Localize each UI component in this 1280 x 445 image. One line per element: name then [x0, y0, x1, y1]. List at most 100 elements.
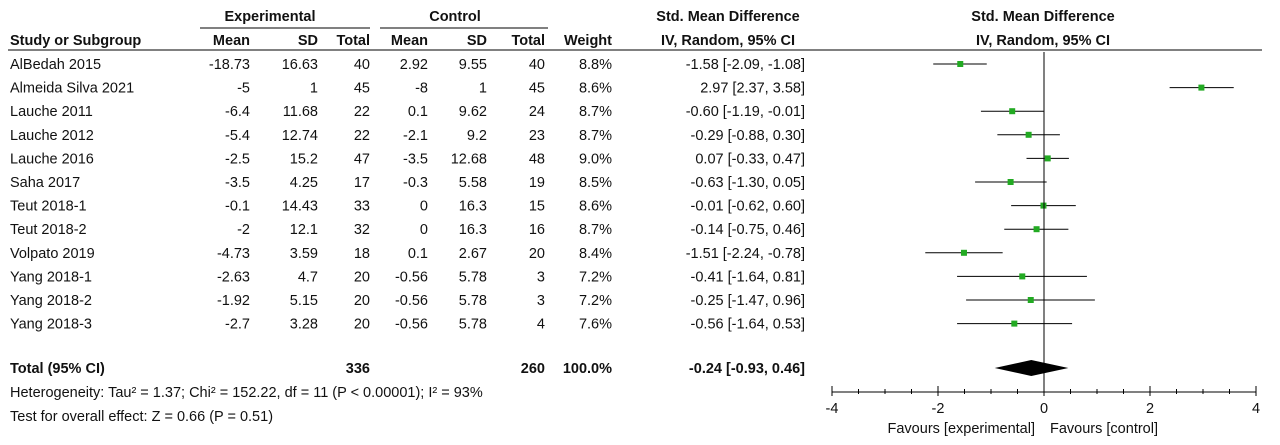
exp-mean: -2: [237, 222, 250, 238]
exp-total: 47: [354, 151, 370, 167]
favours-control: Favours [control]: [1050, 421, 1158, 437]
ctl-total: 4: [537, 317, 545, 333]
ctl-total-header: Total: [511, 33, 545, 49]
ctl-mean: -0.3: [403, 175, 428, 191]
exp-total: 20: [354, 293, 370, 309]
total-exp-total: 336: [346, 361, 370, 377]
study-name: Almeida Silva 2021: [10, 81, 134, 97]
weight-cell: 9.0%: [579, 151, 612, 167]
table-row: AlBedah 2015 -18.73 16.63 40 2.92 9.55 40 8.8% -…: [10, 57, 805, 73]
effect-marker: [957, 61, 964, 67]
x-tick-label: 2: [1146, 401, 1154, 417]
effect-marker: [1040, 202, 1047, 209]
effect-marker: [1044, 155, 1051, 162]
weight-cell: 7.6%: [579, 317, 612, 333]
study-name: Volpato 2019: [10, 246, 95, 262]
weight-cell: 8.7%: [579, 104, 612, 120]
exp-mean: -18.73: [209, 57, 250, 73]
study-name: Lauche 2011: [10, 104, 93, 120]
ctl-total: 48: [529, 151, 545, 167]
experimental-header: Experimental: [224, 9, 315, 25]
ctl-sd: 16.3: [459, 199, 487, 215]
ci-cell: 2.97 [2.37, 3.58]: [700, 81, 805, 97]
exp-sd-header: SD: [298, 33, 318, 49]
exp-sd: 12.74: [282, 128, 318, 144]
weight-cell: 8.7%: [579, 222, 612, 238]
ctl-mean: -3.5: [403, 151, 428, 167]
exp-total: 33: [354, 199, 370, 215]
ctl-total: 23: [529, 128, 545, 144]
ctl-sd: 1: [479, 81, 487, 97]
exp-total: 40: [354, 57, 370, 73]
table-row: Lauche 2016 -2.5 15.2 47 -3.5 12.68 48 9.0% 0.07…: [10, 151, 805, 167]
total-ci: -0.24 [-0.93, 0.46]: [689, 361, 805, 377]
effect-marker: [1027, 297, 1034, 303]
ci-cell: 0.07 [-0.33, 0.47]: [695, 151, 805, 167]
exp-mean: -1.92: [217, 293, 250, 309]
weight-cell: 7.2%: [579, 293, 612, 309]
ctl-sd: 12.68: [451, 151, 487, 167]
ctl-sd-header: SD: [467, 33, 487, 49]
table-row: Teut 2018-2 -2 12.1 32 0 16.3 16 8.7% -0.14 [-0.…: [10, 222, 805, 238]
exp-sd: 14.43: [282, 199, 318, 215]
ci-cell: -0.56 [-1.64, 0.53]: [691, 317, 805, 333]
table-row: Almeida Silva 2021 -5 1 45 -8 1 45 8.6% 2.97 [2.…: [10, 81, 805, 97]
study-name: Lauche 2012: [10, 128, 94, 144]
weight-cell: 8.8%: [579, 57, 612, 73]
study-name: Yang 2018-1: [10, 269, 92, 285]
study-name: Saha 2017: [10, 175, 80, 191]
heterogeneity-text: Heterogeneity: Tau² = 1.37; Chi² = 152.2…: [10, 385, 483, 401]
effect-marker: [1033, 226, 1040, 233]
x-tick-label: 4: [1252, 401, 1260, 417]
exp-mean: -2.7: [225, 317, 250, 333]
table-row: Saha 2017 -3.5 4.25 17 -0.3 5.58 19 8.5% -0.63 […: [10, 175, 805, 191]
exp-total: 17: [354, 175, 370, 191]
exp-total: 22: [354, 104, 370, 120]
effect-marker: [960, 249, 967, 256]
ctl-sd: 5.78: [459, 269, 487, 285]
ctl-mean: 0.1: [408, 246, 428, 262]
effect-marker: [1007, 179, 1014, 185]
exp-sd: 3.59: [290, 246, 318, 262]
ci-cell: -0.01 [-0.62, 0.60]: [691, 199, 805, 215]
effect-marker: [1009, 108, 1016, 115]
study-name: Yang 2018-2: [10, 293, 92, 309]
smd-column-method: IV, Random, 95% CI: [661, 33, 795, 49]
effect-marker: [1019, 273, 1026, 280]
table-row: Yang 2018-1 -2.63 4.7 20 -0.56 5.78 3 7.2% -0.41…: [10, 269, 805, 285]
table-row: Yang 2018-2 -1.92 5.15 20 -0.56 5.78 3 7.2% -0.2…: [10, 293, 805, 309]
study-name: Teut 2018-2: [10, 222, 87, 238]
exp-total: 18: [354, 246, 370, 262]
exp-total: 20: [354, 317, 370, 333]
ctl-mean: -8: [415, 81, 428, 97]
exp-mean: -5: [237, 81, 250, 97]
exp-sd: 5.15: [290, 293, 318, 309]
ctl-sd: 9.2: [467, 128, 487, 144]
exp-sd: 11.68: [283, 104, 318, 120]
exp-sd: 1: [310, 81, 318, 97]
effect-marker: [1025, 131, 1032, 138]
study-name: Lauche 2016: [10, 151, 94, 167]
exp-mean: -6.4: [225, 104, 250, 120]
ci-cell: -0.25 [-1.47, 0.96]: [691, 293, 805, 309]
ctl-total: 24: [529, 104, 545, 120]
x-tick-label: 0: [1040, 401, 1048, 417]
table-row: Yang 2018-3 -2.7 3.28 20 -0.56 5.78 4 7.6% -0.56…: [10, 317, 805, 333]
ctl-total: 15: [529, 199, 545, 215]
ctl-mean: 0: [420, 222, 428, 238]
ci-cell: -0.29 [-0.88, 0.30]: [691, 128, 805, 144]
exp-mean: -0.1: [225, 199, 250, 215]
exp-sd: 16.63: [282, 57, 318, 73]
ctl-mean: 2.92: [400, 57, 428, 73]
ctl-sd: 9.55: [459, 57, 487, 73]
study-name: AlBedah 2015: [10, 57, 101, 73]
ctl-mean: 0.1: [408, 104, 428, 120]
exp-total-header: Total: [336, 33, 370, 49]
table-row: Lauche 2011 -6.4 11.68 22 0.1 9.62 24 8.7% -0.60…: [10, 104, 805, 120]
total-weight: 100.0%: [563, 361, 612, 377]
exp-mean: -2.63: [217, 269, 250, 285]
ctl-sd: 5.78: [459, 293, 487, 309]
effect-marker: [1011, 320, 1018, 327]
exp-total: 22: [354, 128, 370, 144]
